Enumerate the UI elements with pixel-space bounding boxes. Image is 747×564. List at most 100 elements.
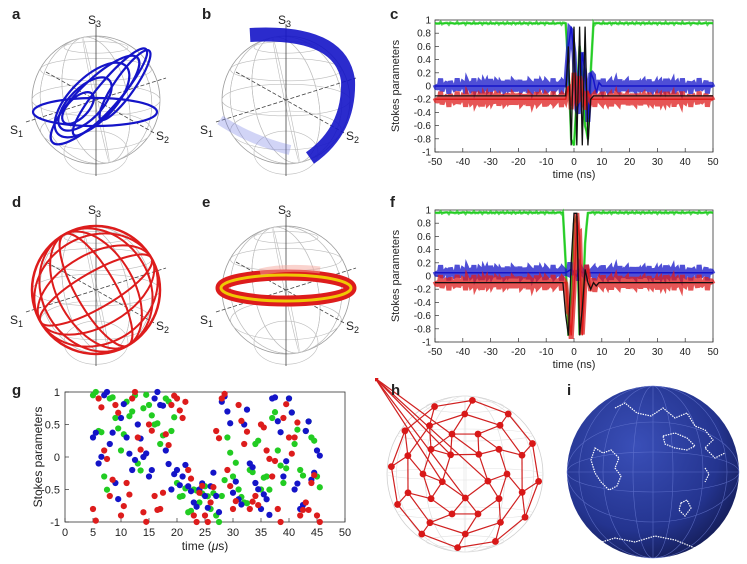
bucky-vertex (462, 531, 469, 538)
x-tick-label: 45 (311, 527, 323, 539)
scatter-point-S2 (272, 394, 278, 400)
x-tick-label: 40 (680, 157, 692, 168)
scatter-point-S3 (247, 506, 253, 512)
bucky-edge (430, 523, 465, 534)
scatter-point-S3 (252, 493, 258, 499)
bucky-edge (478, 499, 499, 514)
s2-label: S2 (156, 129, 169, 145)
y-tick-label: 0.4 (417, 245, 431, 256)
scatter-point-S2 (286, 395, 292, 401)
bucky-vertex (449, 431, 456, 438)
scatter-point-S2 (152, 395, 158, 401)
x-tick-label: 20 (171, 527, 183, 539)
y-axis-label: Stokes parameters (390, 229, 402, 322)
scatter-point-S3 (93, 518, 99, 524)
x-tick-label: 25 (199, 527, 211, 539)
panel-label-i: i (567, 382, 571, 399)
scatter-point-S1 (171, 414, 177, 420)
scatter-point-S2 (93, 430, 99, 436)
x-tick-label: 10 (596, 347, 608, 358)
scatter-point-S1 (219, 493, 225, 499)
scatter-point-S3 (205, 519, 211, 525)
scatter-point-S1 (149, 412, 155, 418)
scatter-point-S2 (216, 509, 222, 515)
bucky-vertex (439, 478, 446, 485)
scatter-point-S3 (278, 519, 284, 525)
sphere-grid (26, 24, 166, 176)
scatter-point-S3 (317, 519, 323, 525)
scatter-point-S1 (112, 415, 118, 421)
scatter-point-S1 (224, 434, 230, 440)
scatter-point-S3 (143, 519, 149, 525)
x-tick-label: 50 (339, 527, 351, 539)
y-tick-label: -0.8 (414, 324, 432, 335)
scatter-point-S2 (160, 403, 166, 409)
x-axis-label: time (ns) (553, 169, 596, 181)
scatter-point-S2 (132, 457, 138, 463)
scatter-point-S3 (289, 451, 295, 457)
scatter-point-S3 (306, 507, 312, 513)
bucky-edge (408, 456, 423, 474)
scatter-point-S3 (166, 442, 172, 448)
bucky-vertex (497, 519, 504, 526)
bucky-vertex (431, 403, 438, 410)
scatter-point-S1 (216, 519, 222, 525)
scatter-point-S2 (238, 501, 244, 507)
s2-label: S2 (346, 319, 359, 335)
scatter-point-S3 (230, 506, 236, 512)
x-tick-label: 20 (624, 347, 636, 358)
bucky-edge (423, 474, 431, 499)
scatter-point-S2 (146, 473, 152, 479)
scatter-point-S2 (250, 464, 256, 470)
sphere-grid (216, 214, 356, 366)
scatter-point-S3 (138, 447, 144, 453)
scatter-point-S1 (269, 415, 275, 421)
bucky-vertex (504, 471, 511, 478)
scatter-point-S3 (118, 512, 124, 518)
bucky-vertex (522, 514, 529, 521)
scatter-point-S1 (233, 460, 239, 466)
x-tick-label: 30 (227, 527, 239, 539)
scatter-point-S3 (140, 509, 146, 515)
scatter-point-S2 (124, 434, 130, 440)
scatter-point-S1 (227, 450, 233, 456)
scatter-point-S3 (180, 415, 186, 421)
chart-c: 10.80.60.40.20-0.2-0.4-0.6-0.8-1-50-40-3… (385, 0, 747, 190)
x-axis-label: time (ns) (553, 359, 596, 371)
scatter-point-S2 (188, 488, 194, 494)
panel-label-e: e (202, 194, 210, 211)
y-tick-label: -0.6 (414, 311, 432, 322)
scatter-point-S1 (138, 467, 144, 473)
scatter-point-S2 (317, 453, 323, 459)
bucky-edge (478, 434, 499, 449)
bucky-vertex (420, 471, 427, 478)
scatter-point-S3 (174, 395, 180, 401)
scatter-point-S3 (308, 480, 314, 486)
x-tick-label: -20 (511, 157, 526, 168)
s2-label: S2 (346, 129, 359, 145)
y-tick-label: -0.4 (414, 298, 432, 309)
panel-label-h: h (391, 382, 400, 399)
bucky-vertex (475, 451, 482, 458)
bucky-edge (499, 499, 500, 523)
scatter-point-S1 (244, 500, 250, 506)
x-tick-label: 50 (707, 347, 719, 358)
y-tick-label: 1 (425, 16, 431, 27)
s3-label: S3 (278, 13, 291, 29)
x-tick-label: -50 (428, 347, 443, 358)
buckyball-sphere (375, 378, 555, 559)
scatter-point-S3 (233, 498, 239, 504)
scatter-point-S1 (300, 472, 306, 478)
bucky-vertex (388, 463, 395, 470)
scatter-point-S3 (275, 506, 281, 512)
x-tick-label: 5 (90, 527, 96, 539)
y-tick-label: 0.8 (417, 219, 431, 230)
bucky-vertex (496, 446, 503, 453)
scatter-point-S3 (303, 499, 309, 505)
y-tick-label: 0 (425, 272, 431, 283)
